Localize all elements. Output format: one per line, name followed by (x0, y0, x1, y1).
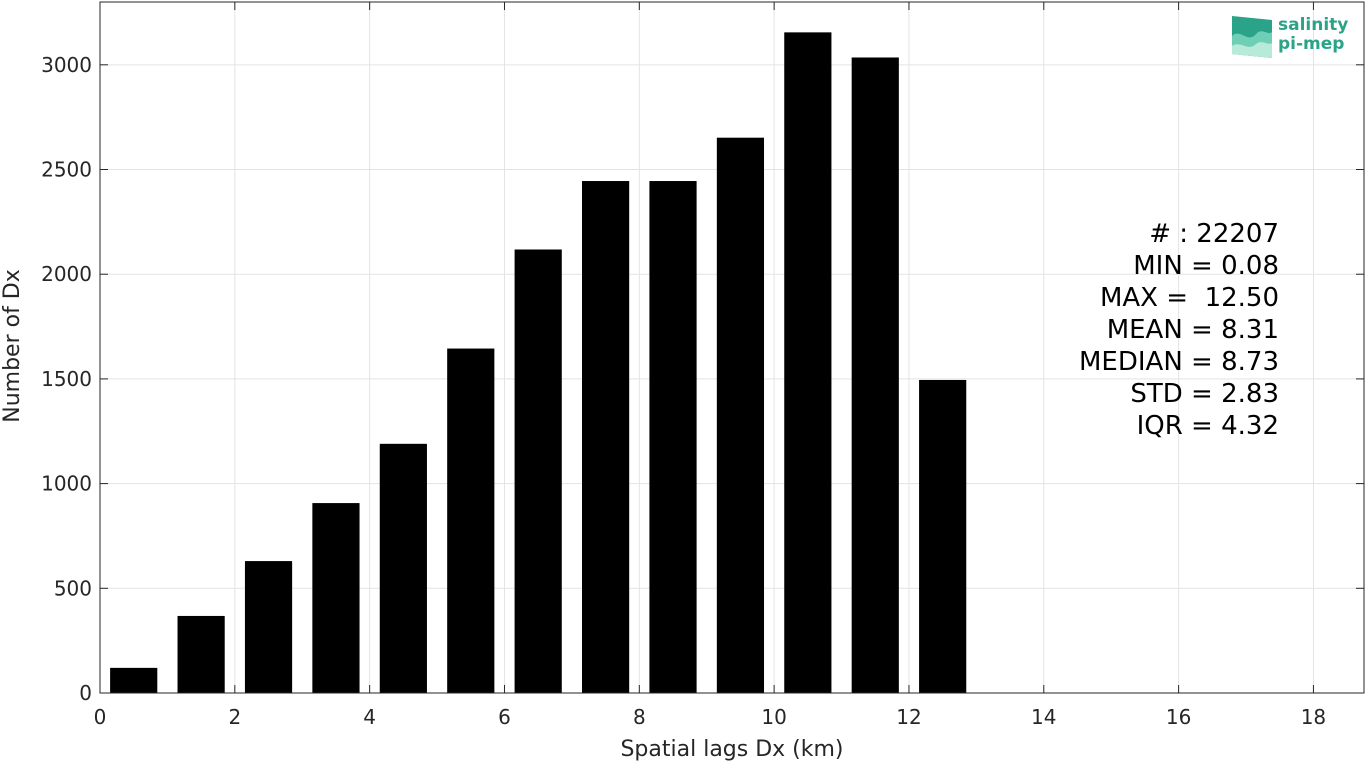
x-tick-label: 12 (896, 705, 921, 729)
plot-frame (99, 1, 1365, 694)
salinity-pimep-logo: salinity pi-mep (1228, 14, 1358, 62)
statistics-annotation: # : 22207 MIN = 0.08 MAX = 12.50 MEAN = … (1079, 218, 1279, 442)
histogram-bar (379, 443, 427, 693)
logo-text: salinity pi-mep (1278, 16, 1348, 54)
tick-labels: 0 2 4 6 8 10 12 14 16 18 0 500 1000 1500 2000 2500 3000 (41, 53, 1326, 729)
histogram-bar (514, 249, 562, 693)
x-tick-label: 10 (761, 705, 786, 729)
stat-std: STD = 2.83 (1130, 379, 1279, 409)
histogram-bar (110, 667, 158, 693)
stat-count: # : 22207 (1149, 219, 1279, 249)
y-tick-label: 3000 (41, 53, 92, 77)
histogram-bar (177, 615, 225, 693)
axes-frame (99, 1, 1365, 694)
histogram-bar (784, 32, 832, 693)
x-tick-label: 16 (1166, 705, 1191, 729)
histogram-bar (312, 503, 360, 693)
y-tick-label: 0 (79, 681, 92, 705)
logo-line-1: salinity (1278, 15, 1349, 35)
wave-logo-icon (1232, 16, 1272, 58)
y-tick-label: 2500 (41, 158, 92, 182)
x-tick-label: 14 (1031, 705, 1056, 729)
stat-median: MEDIAN = 8.73 (1079, 347, 1279, 377)
y-axis-label: Number of Dx (0, 269, 25, 423)
x-tick-label: 4 (363, 705, 376, 729)
histogram-bar (919, 379, 967, 693)
x-tick-label: 8 (633, 705, 646, 729)
y-tick-label: 2000 (41, 262, 92, 286)
stat-iqr: IQR = 4.32 (1136, 411, 1279, 441)
logo-line-2: pi-mep (1278, 34, 1345, 54)
y-tick-label: 1000 (41, 472, 92, 496)
x-axis-label: Spatial lags Dx (km) (620, 737, 843, 762)
stat-mean: MEAN = 8.31 (1106, 315, 1279, 345)
histogram-bar (649, 181, 697, 694)
histogram-bar (716, 137, 765, 694)
y-tick-label: 1500 (41, 367, 92, 391)
histogram-bar (447, 348, 495, 693)
x-tick-label: 6 (498, 705, 511, 729)
histogram-bar (582, 181, 630, 694)
x-tick-label: 2 (228, 705, 241, 729)
histogram-bar (851, 57, 899, 694)
y-tick-label: 500 (54, 576, 92, 600)
x-tick-label: 18 (1301, 705, 1326, 729)
stat-min: MIN = 0.08 (1133, 251, 1279, 281)
histogram-bar (244, 561, 293, 693)
histogram-bars (110, 32, 967, 694)
x-tick-label: 0 (94, 705, 107, 729)
stat-max: MAX = 12.50 (1099, 283, 1279, 313)
